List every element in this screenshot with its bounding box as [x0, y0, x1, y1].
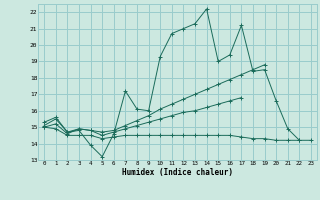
X-axis label: Humidex (Indice chaleur): Humidex (Indice chaleur)	[122, 168, 233, 177]
